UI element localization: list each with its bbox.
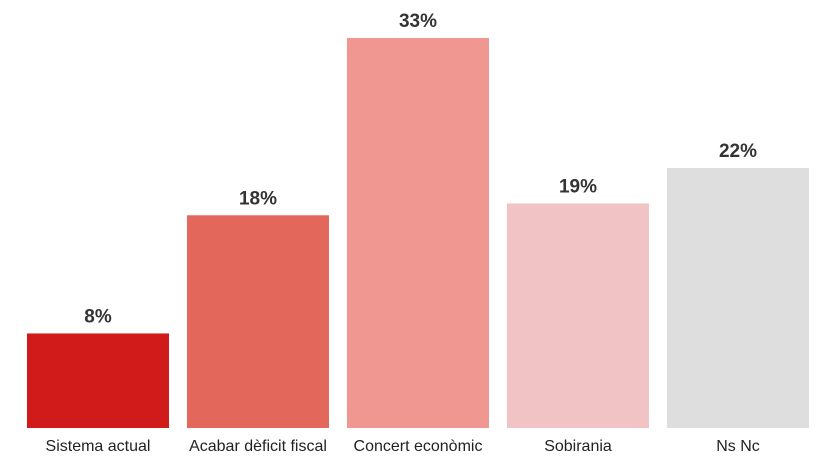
value-label-sistema-actual: 8% [84, 306, 112, 327]
category-labels-group: Sistema actual Acabar dèficit fiscal Conce… [46, 438, 760, 455]
bar-ns-nc [667, 168, 809, 428]
category-label-sistema-actual: Sistema actual [46, 438, 151, 455]
value-labels-group: 8% 18% 33% 19% 22% [84, 11, 757, 327]
value-label-ns-nc: 22% [719, 141, 757, 162]
bar-sobirania [507, 203, 649, 428]
bar-concert-economic [347, 38, 489, 428]
value-label-concert-economic: 33% [399, 11, 437, 32]
bars-group [27, 38, 809, 428]
bar-sistema-actual [27, 333, 169, 428]
category-label-concert-economic: Concert econòmic [354, 438, 483, 455]
category-label-sobirania: Sobirania [544, 438, 612, 455]
bar-acabar-deficit-fiscal [187, 215, 329, 428]
category-label-acabar-deficit-fiscal: Acabar dèficit fiscal [189, 438, 327, 455]
category-label-ns-nc: Ns Nc [716, 438, 760, 455]
value-label-acabar-deficit-fiscal: 18% [239, 188, 277, 209]
value-label-sobirania: 19% [559, 176, 597, 197]
